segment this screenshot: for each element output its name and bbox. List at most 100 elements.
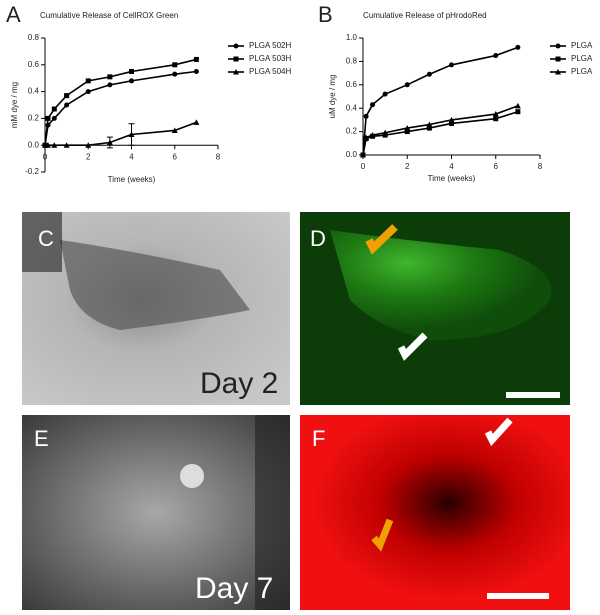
y-tick-label: 0.8 xyxy=(346,57,358,66)
marker xyxy=(45,115,51,121)
x-tick-label: 4 xyxy=(449,162,454,171)
marker xyxy=(404,82,410,88)
series-line xyxy=(45,121,197,146)
marker xyxy=(107,74,113,80)
marker xyxy=(360,152,366,158)
x-tick-label: 2 xyxy=(86,152,91,161)
marker xyxy=(64,93,70,99)
panel-caption: Day 2 xyxy=(200,367,278,400)
panel-label: A xyxy=(6,2,21,27)
legend-label: PLGA xyxy=(571,41,593,50)
marker xyxy=(85,142,92,148)
y-tick-label: 0.2 xyxy=(346,127,358,136)
marker xyxy=(555,43,561,49)
marker xyxy=(515,109,521,115)
marker xyxy=(233,69,239,75)
marker xyxy=(64,102,70,108)
marker xyxy=(51,115,57,121)
marker xyxy=(193,119,200,125)
marker xyxy=(448,116,455,123)
marker xyxy=(515,44,521,50)
series-line xyxy=(44,70,197,146)
marker xyxy=(369,132,376,138)
marker xyxy=(107,82,113,88)
marker xyxy=(128,131,135,137)
panel-label: B xyxy=(318,2,333,27)
panel-label: F xyxy=(312,426,325,451)
marker xyxy=(85,89,91,95)
x-tick-label: 6 xyxy=(494,162,499,171)
y-tick-label: 0.6 xyxy=(28,60,40,69)
y-tick-label: 1.0 xyxy=(346,33,358,42)
panel-caption: Day 7 xyxy=(195,572,273,605)
x-tick-label: 4 xyxy=(129,152,134,161)
marker xyxy=(233,43,239,49)
image-panel-f: F xyxy=(300,415,570,610)
x-tick-label: 2 xyxy=(405,162,410,171)
x-axis-label: Time (weeks) xyxy=(428,174,476,183)
marker xyxy=(426,125,432,131)
legend-label: PLGA 502H xyxy=(249,41,291,50)
marker xyxy=(172,62,178,68)
y-tick-label: 0.0 xyxy=(28,140,40,149)
y-tick-label: -0.2 xyxy=(25,167,39,176)
marker xyxy=(449,120,454,126)
x-tick-label: 0 xyxy=(43,152,48,161)
chart-title: Cumulative Release of CellROX Green xyxy=(40,11,178,20)
marker xyxy=(193,56,199,62)
x-tick-label: 8 xyxy=(538,162,543,171)
marker xyxy=(106,139,113,146)
marker xyxy=(171,127,178,133)
marker xyxy=(382,129,389,136)
image-panel-c: C Day 2 xyxy=(22,212,290,405)
legend-label: PLGA 503H xyxy=(249,54,291,63)
marker xyxy=(493,53,499,59)
panel-label: E xyxy=(34,426,49,451)
chart-title: Cumulative Release of pHrodoRed xyxy=(363,11,487,20)
marker xyxy=(129,78,134,84)
y-tick-label: 0.8 xyxy=(28,33,40,42)
marker xyxy=(492,111,499,117)
marker xyxy=(555,56,561,62)
x-tick-label: 8 xyxy=(216,152,221,161)
marker xyxy=(129,69,134,74)
marker xyxy=(370,102,376,108)
marker xyxy=(233,56,239,62)
marker xyxy=(426,71,432,77)
marker xyxy=(382,91,388,97)
marker xyxy=(85,78,91,84)
image-panel-e: E Day 7 xyxy=(22,415,290,610)
y-tick-label: 0.2 xyxy=(28,114,40,123)
marker xyxy=(363,134,370,140)
chart: A Cumulative Release of CellROX Green -0.2… xyxy=(6,2,291,184)
marker xyxy=(514,102,521,109)
y-axis-label: uM dye / mg xyxy=(328,74,337,118)
x-axis-label: Time (weeks) xyxy=(108,175,156,184)
marker xyxy=(51,142,58,148)
x-tick-label: 0 xyxy=(361,162,366,171)
marker xyxy=(45,142,52,148)
panel-label: D xyxy=(310,226,326,251)
marker xyxy=(51,106,57,112)
panel-label: C xyxy=(38,226,54,251)
y-tick-label: 0.6 xyxy=(346,80,358,89)
chart: B Cumulative Release of pHrodoRed 0.0 0.2 0.… xyxy=(318,2,593,183)
marker xyxy=(63,142,70,148)
legend-label: PLGA 504H xyxy=(249,67,291,76)
x-tick-label: 6 xyxy=(173,152,178,161)
marker xyxy=(493,116,499,122)
y-tick-label: 0.4 xyxy=(346,103,358,112)
marker xyxy=(426,121,433,128)
legend-label: PLGA xyxy=(571,54,593,63)
legend-label: PLGA xyxy=(571,67,593,76)
y-tick-label: 0.0 xyxy=(346,150,358,159)
marker xyxy=(404,129,410,135)
marker xyxy=(555,69,561,75)
y-axis-label: mM dye / mg xyxy=(10,82,19,128)
marker xyxy=(172,71,178,77)
series-line xyxy=(362,46,519,156)
marker xyxy=(363,113,369,119)
marker xyxy=(404,125,411,131)
image-panel-d: D xyxy=(300,212,570,405)
